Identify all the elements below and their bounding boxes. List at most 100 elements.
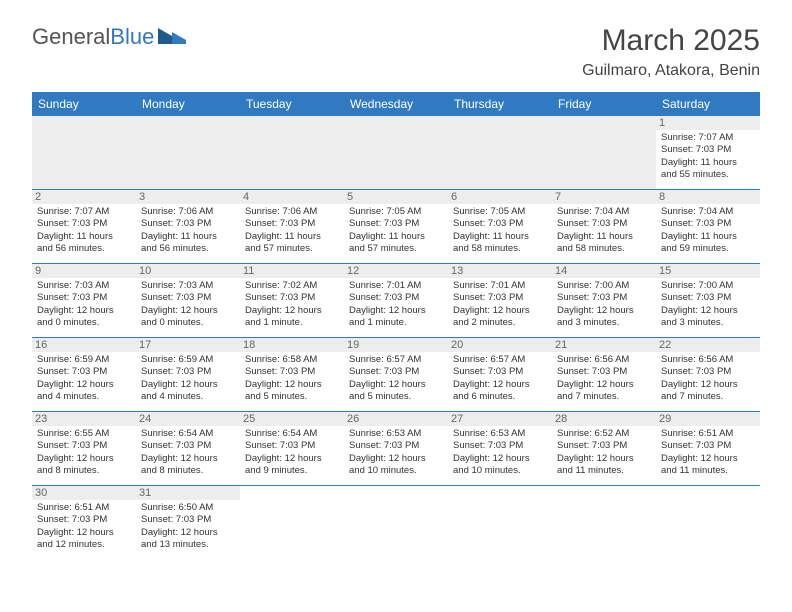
calendar-empty <box>136 116 240 190</box>
calendar-empty <box>344 116 448 190</box>
day-info: Sunrise: 6:53 AMSunset: 7:03 PMDaylight:… <box>453 428 547 477</box>
weekday-header: Wednesday <box>344 92 448 116</box>
day-number: 7 <box>552 190 656 204</box>
day-info: Sunrise: 7:00 AMSunset: 7:03 PMDaylight:… <box>557 280 651 329</box>
day-number: 11 <box>240 264 344 278</box>
day-info: Sunrise: 6:57 AMSunset: 7:03 PMDaylight:… <box>349 354 443 403</box>
day-number: 12 <box>344 264 448 278</box>
day-info: Sunrise: 6:51 AMSunset: 7:03 PMDaylight:… <box>661 428 755 477</box>
day-number: 26 <box>344 412 448 426</box>
day-info: Sunrise: 7:01 AMSunset: 7:03 PMDaylight:… <box>453 280 547 329</box>
calendar-row: 23Sunrise: 6:55 AMSunset: 7:03 PMDayligh… <box>32 412 760 486</box>
day-info: Sunrise: 6:57 AMSunset: 7:03 PMDaylight:… <box>453 354 547 403</box>
day-number: 21 <box>552 338 656 352</box>
day-number: 30 <box>32 486 136 500</box>
day-info: Sunrise: 7:06 AMSunset: 7:03 PMDaylight:… <box>141 206 235 255</box>
day-number: 9 <box>32 264 136 278</box>
calendar-day: 9 Sunrise: 7:03 AMSunset: 7:03 PMDaylight… <box>32 264 136 338</box>
day-info: Sunrise: 6:54 AMSunset: 7:03 PMDaylight:… <box>245 428 339 477</box>
weekday-header: Friday <box>552 92 656 116</box>
day-info: Sunrise: 6:56 AMSunset: 7:03 PMDaylight:… <box>661 354 755 403</box>
calendar-day: 2 Sunrise: 7:07 AMSunset: 7:03 PMDaylight… <box>32 190 136 264</box>
day-number: 2 <box>32 190 136 204</box>
calendar-empty <box>448 486 552 560</box>
day-number: 19 <box>344 338 448 352</box>
weekday-header: Tuesday <box>240 92 344 116</box>
day-info: Sunrise: 7:05 AMSunset: 7:03 PMDaylight:… <box>349 206 443 255</box>
day-number: 13 <box>448 264 552 278</box>
day-number: 4 <box>240 190 344 204</box>
calendar-day: 6Sunrise: 7:05 AMSunset: 7:03 PMDaylight… <box>448 190 552 264</box>
weekday-header-row: SundayMondayTuesdayWednesdayThursdayFrid… <box>32 92 760 116</box>
calendar-day: 4 Sunrise: 7:06 AMSunset: 7:03 PMDaylight… <box>240 190 344 264</box>
calendar-day: 27Sunrise: 6:53 AMSunset: 7:03 PMDayligh… <box>448 412 552 486</box>
calendar-day: 10 Sunrise: 7:03 AMSunset: 7:03 PMDayligh… <box>136 264 240 338</box>
day-info: Sunrise: 7:01 AMSunset: 7:03 PMDaylight:… <box>349 280 443 329</box>
day-info: Sunrise: 7:04 AMSunset: 7:03 PMDaylight:… <box>557 206 651 255</box>
day-number: 15 <box>656 264 760 278</box>
calendar-day: 20 Sunrise: 6:57 AMSunset: 7:03 PMDayligh… <box>448 338 552 412</box>
day-number: 16 <box>32 338 136 352</box>
calendar-day: 15Sunrise: 7:00 AMSunset: 7:03 PMDayligh… <box>656 264 760 338</box>
logo: GeneralBlue <box>32 24 186 50</box>
calendar-day: 26 Sunrise: 6:53 AMSunset: 7:03 PMDayligh… <box>344 412 448 486</box>
calendar-day: 14Sunrise: 7:00 AMSunset: 7:03 PMDayligh… <box>552 264 656 338</box>
logo-word2: Blue <box>110 24 154 50</box>
calendar-day: 23Sunrise: 6:55 AMSunset: 7:03 PMDayligh… <box>32 412 136 486</box>
day-number: 31 <box>136 486 240 500</box>
calendar-empty <box>344 486 448 560</box>
day-number: 8 <box>656 190 760 204</box>
calendar-row: 1 Sunrise: 7:07 AMSunset: 7:03 PMDaylight… <box>32 116 760 190</box>
calendar-row: 9 Sunrise: 7:03 AMSunset: 7:03 PMDaylight… <box>32 264 760 338</box>
calendar-day: 3Sunrise: 7:06 AMSunset: 7:03 PMDaylight… <box>136 190 240 264</box>
weekday-header: Saturday <box>656 92 760 116</box>
day-info: Sunrise: 6:56 AMSunset: 7:03 PMDaylight:… <box>557 354 651 403</box>
calendar-day: 11Sunrise: 7:02 AMSunset: 7:03 PMDayligh… <box>240 264 344 338</box>
calendar-day: 28 Sunrise: 6:52 AMSunset: 7:03 PMDayligh… <box>552 412 656 486</box>
day-number: 17 <box>136 338 240 352</box>
calendar-day: 22Sunrise: 6:56 AMSunset: 7:03 PMDayligh… <box>656 338 760 412</box>
calendar-row: 30Sunrise: 6:51 AMSunset: 7:03 PMDayligh… <box>32 486 760 560</box>
weekday-header: Monday <box>136 92 240 116</box>
day-info: Sunrise: 7:07 AMSunset: 7:03 PMDaylight:… <box>661 132 755 181</box>
day-info: Sunrise: 6:54 AMSunset: 7:03 PMDaylight:… <box>141 428 235 477</box>
day-number: 5 <box>344 190 448 204</box>
title-block: March 2025 Guilmaro, Atakora, Benin <box>582 24 760 80</box>
day-info: Sunrise: 6:58 AMSunset: 7:03 PMDaylight:… <box>245 354 339 403</box>
calendar-empty <box>552 486 656 560</box>
calendar-empty <box>656 486 760 560</box>
calendar-day: 29Sunrise: 6:51 AMSunset: 7:03 PMDayligh… <box>656 412 760 486</box>
location: Guilmaro, Atakora, Benin <box>582 62 760 80</box>
day-number: 24 <box>136 412 240 426</box>
calendar-day: 1 Sunrise: 7:07 AMSunset: 7:03 PMDaylight… <box>656 116 760 190</box>
calendar-day: 13 Sunrise: 7:01 AMSunset: 7:03 PMDayligh… <box>448 264 552 338</box>
day-info: Sunrise: 6:59 AMSunset: 7:03 PMDaylight:… <box>37 354 131 403</box>
calendar-day: 30Sunrise: 6:51 AMSunset: 7:03 PMDayligh… <box>32 486 136 560</box>
day-number: 20 <box>448 338 552 352</box>
calendar-day: 24 Sunrise: 6:54 AMSunset: 7:03 PMDayligh… <box>136 412 240 486</box>
day-info: Sunrise: 6:55 AMSunset: 7:03 PMDaylight:… <box>37 428 131 477</box>
calendar-day: 19 Sunrise: 6:57 AMSunset: 7:03 PMDayligh… <box>344 338 448 412</box>
calendar-row: 2 Sunrise: 7:07 AMSunset: 7:03 PMDaylight… <box>32 190 760 264</box>
calendar-day: 7 Sunrise: 7:04 AMSunset: 7:03 PMDaylight… <box>552 190 656 264</box>
weekday-header: Thursday <box>448 92 552 116</box>
calendar-day: 18Sunrise: 6:58 AMSunset: 7:03 PMDayligh… <box>240 338 344 412</box>
day-info: Sunrise: 6:59 AMSunset: 7:03 PMDaylight:… <box>141 354 235 403</box>
day-info: Sunrise: 7:07 AMSunset: 7:03 PMDaylight:… <box>37 206 131 255</box>
calendar-day: 16 Sunrise: 6:59 AMSunset: 7:03 PMDayligh… <box>32 338 136 412</box>
day-info: Sunrise: 7:03 AMSunset: 7:03 PMDaylight:… <box>141 280 235 329</box>
header: GeneralBlue March 2025 Guilmaro, Atakora… <box>32 24 760 80</box>
month-title: March 2025 <box>582 24 760 58</box>
day-info: Sunrise: 7:06 AMSunset: 7:03 PMDaylight:… <box>245 206 339 255</box>
calendar-day: 12 Sunrise: 7:01 AMSunset: 7:03 PMDayligh… <box>344 264 448 338</box>
calendar-empty <box>448 116 552 190</box>
flag-icon <box>158 24 186 50</box>
day-info: Sunrise: 7:03 AMSunset: 7:03 PMDaylight:… <box>37 280 131 329</box>
day-number: 28 <box>552 412 656 426</box>
day-number: 10 <box>136 264 240 278</box>
day-info: Sunrise: 6:53 AMSunset: 7:03 PMDaylight:… <box>349 428 443 477</box>
day-number: 6 <box>448 190 552 204</box>
day-number: 1 <box>656 116 760 130</box>
calendar-row: 16 Sunrise: 6:59 AMSunset: 7:03 PMDayligh… <box>32 338 760 412</box>
day-info: Sunrise: 6:52 AMSunset: 7:03 PMDaylight:… <box>557 428 651 477</box>
